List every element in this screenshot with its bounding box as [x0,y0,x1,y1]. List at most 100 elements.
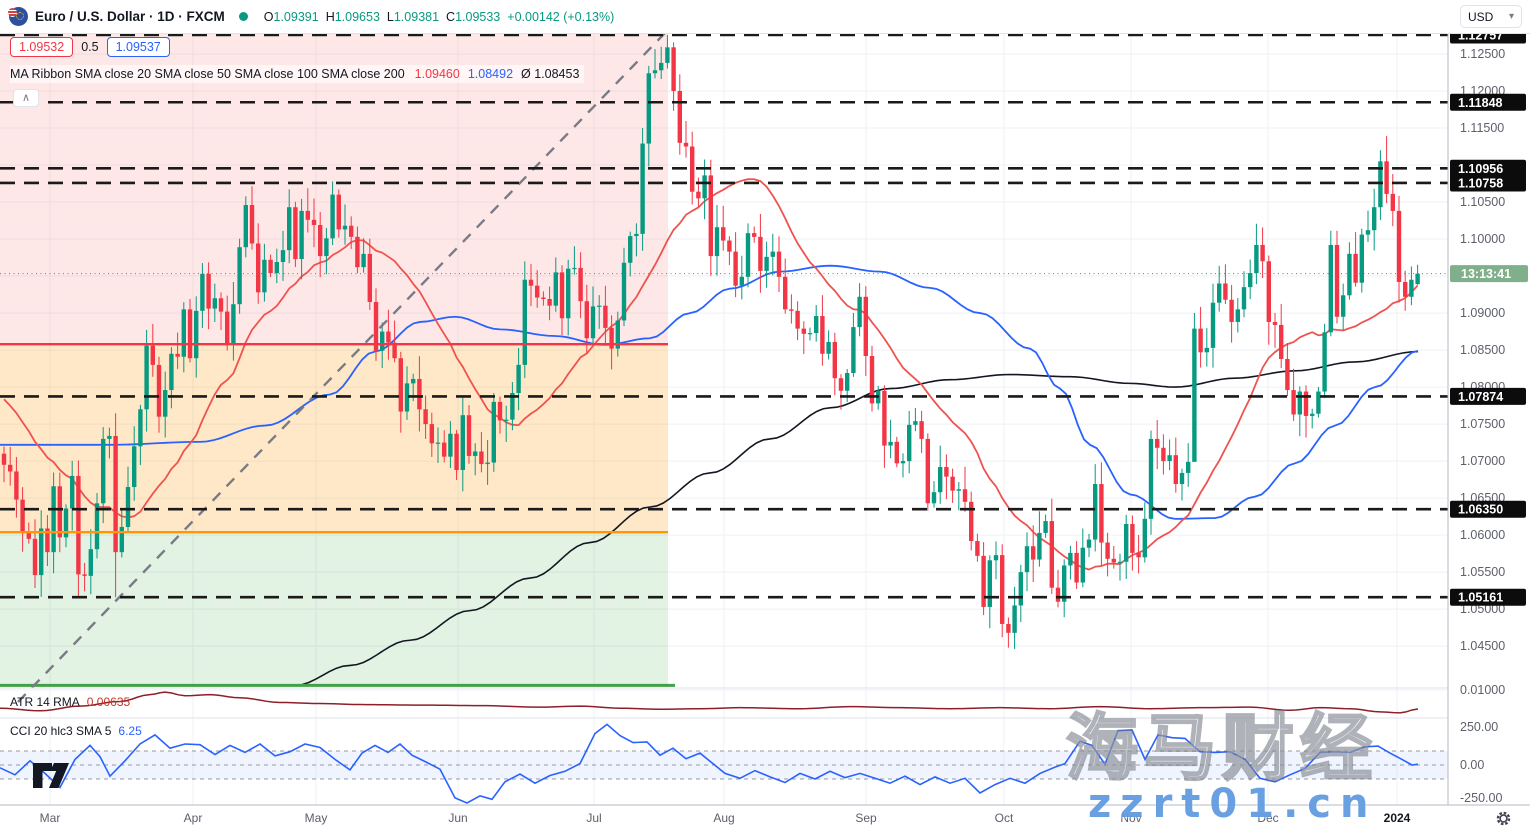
candle[interactable] [1186,443,1191,487]
candle[interactable] [752,226,757,243]
candle[interactable] [1334,230,1340,324]
candle[interactable] [1000,544,1005,638]
candle[interactable] [311,198,317,248]
candle[interactable] [237,238,242,314]
candle[interactable] [1223,264,1228,305]
candle[interactable] [1272,312,1278,348]
candle[interactable] [993,541,999,580]
candle[interactable] [119,509,124,558]
candle[interactable] [510,382,515,431]
candle[interactable] [820,295,825,366]
candle[interactable] [690,131,695,205]
sell-price-button[interactable]: 1.09532 [10,37,74,57]
candle[interactable] [392,320,397,363]
candle[interactable] [32,519,38,588]
candle[interactable] [194,296,199,378]
candle[interactable] [758,213,763,293]
candle[interactable] [981,542,986,616]
candle[interactable] [1303,385,1309,438]
candle[interactable] [181,302,186,373]
candle[interactable] [1018,564,1023,623]
candle[interactable] [497,396,503,434]
candle[interactable] [547,286,552,321]
candle[interactable] [1006,617,1011,648]
candle[interactable] [795,301,800,341]
candle[interactable] [1173,437,1178,493]
candle[interactable] [838,374,844,410]
candle[interactable] [708,159,713,276]
candle[interactable] [950,468,955,503]
candle[interactable] [466,405,472,464]
candle[interactable] [727,236,732,265]
collapse-pane-button[interactable]: ∧ [13,89,39,107]
candle[interactable] [1310,408,1315,429]
candle[interactable] [1080,528,1085,588]
candle[interactable] [1266,255,1271,345]
candle[interactable] [243,196,248,258]
candle[interactable] [256,223,261,304]
candle[interactable] [293,201,298,267]
candle[interactable] [578,252,583,318]
candle[interactable] [1279,303,1284,369]
candle[interactable] [20,487,25,552]
sma50-line[interactable] [0,264,1419,520]
candle[interactable] [1198,306,1203,368]
candle[interactable] [559,265,565,336]
candle[interactable] [1074,541,1079,589]
candle[interactable] [665,34,670,69]
candle[interactable] [522,261,527,379]
candle[interactable] [386,309,391,360]
candle[interactable] [200,263,205,328]
candle[interactable] [913,408,918,432]
candle[interactable] [1316,386,1321,418]
candle[interactable] [826,330,831,360]
candle[interactable] [1024,532,1030,592]
candle[interactable] [460,397,465,492]
candle[interactable] [590,286,596,346]
candle[interactable] [807,327,813,341]
candle[interactable] [1192,312,1197,462]
candle[interactable] [1378,150,1383,221]
candle[interactable] [671,42,676,111]
symbol-title[interactable]: Euro / U.S. Dollar · 1D · FXCM [35,9,225,24]
candle[interactable] [683,121,689,158]
candle[interactable] [1086,533,1092,558]
cci-legend[interactable]: CCI 20 hlc3 SMA 5 6.25 [10,724,142,738]
candle[interactable] [851,312,856,377]
candle[interactable] [231,281,236,361]
candle[interactable] [305,188,310,233]
candle[interactable] [1297,386,1302,437]
candle[interactable] [1068,545,1073,580]
candle[interactable] [1341,283,1346,331]
candle[interactable] [125,466,131,532]
candle[interactable] [776,236,782,293]
candle[interactable] [969,491,974,551]
candle[interactable] [1111,545,1116,569]
candle[interactable] [1136,534,1141,574]
candle[interactable] [863,286,868,377]
candle[interactable] [789,294,794,324]
candle[interactable] [956,482,961,511]
candle[interactable] [57,472,62,553]
candle[interactable] [367,238,372,310]
candle[interactable] [88,529,93,595]
atr-legend[interactable]: ATR 14 RMA 0.00635 [10,695,130,709]
candle[interactable] [714,204,720,276]
candle[interactable] [900,453,906,478]
candle[interactable] [1037,511,1042,567]
candle[interactable] [249,186,255,250]
candle[interactable] [1105,532,1110,577]
candle[interactable] [485,440,490,485]
candle[interactable] [1353,232,1358,287]
candle[interactable] [504,405,509,442]
candle[interactable] [1248,259,1253,300]
candle[interactable] [1124,514,1129,579]
supply-demand-zone[interactable] [0,344,668,533]
candle[interactable] [925,433,930,511]
candle[interactable] [1179,468,1185,501]
candle[interactable] [51,472,56,574]
candle[interactable] [1241,271,1247,318]
candle[interactable] [45,515,50,567]
candle[interactable] [987,555,992,629]
candle[interactable] [640,128,645,251]
